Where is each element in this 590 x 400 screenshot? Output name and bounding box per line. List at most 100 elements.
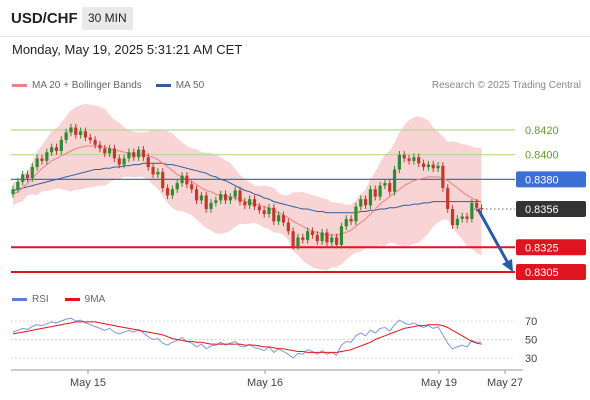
rsi-line (12, 317, 482, 359)
candle-body (103, 148, 107, 154)
candle-body (45, 152, 49, 161)
candle-body (262, 210, 266, 214)
legend-item-9ma[interactable]: 9MA (64, 294, 105, 305)
candle-body (88, 137, 92, 140)
source-credit: Research © 2025 Trading Central (431, 80, 581, 91)
x-tick-label: May 19 (421, 377, 457, 389)
candle-body (21, 174, 25, 182)
candle-body (54, 147, 59, 151)
candle-body (296, 237, 300, 247)
projection-arrow-shaft (476, 208, 511, 266)
candle-body (301, 237, 305, 240)
ma20-line (12, 145, 482, 236)
candle-body (136, 149, 141, 158)
divider (0, 36, 590, 37)
candle-body (233, 190, 237, 197)
level-label-0.8305: 0.8305 (525, 267, 559, 279)
candle-body (194, 189, 199, 201)
candle-body (170, 189, 174, 196)
level-label-0.8380: 0.8380 (525, 174, 559, 186)
x-tick-label: May 15 (70, 377, 106, 389)
legend-label-ma50: MA 50 (175, 80, 205, 91)
candle-body (407, 158, 411, 161)
candle-body (238, 190, 242, 202)
candle-body (310, 231, 315, 235)
candle-body (315, 234, 319, 242)
candles (11, 123, 484, 250)
symbol-title: USD/CHF (11, 10, 78, 27)
candle-body (127, 152, 131, 159)
candle-body (108, 148, 112, 154)
level-label-0.8356: 0.8356 (525, 204, 559, 216)
candle-body (204, 195, 208, 210)
rsi-9ma-line (12, 321, 482, 353)
candle-body (397, 154, 401, 170)
candle-body (272, 207, 276, 222)
candle-body (388, 183, 392, 192)
legend-swatch-rsi (12, 298, 27, 301)
candle-body (190, 184, 194, 190)
candle-body (132, 152, 136, 158)
candle-body (291, 231, 295, 247)
candle-body (69, 127, 73, 133)
candle-body (286, 222, 290, 232)
candle-body (141, 149, 146, 158)
candle-body (64, 132, 68, 140)
candle-body (383, 183, 387, 186)
candle-body (354, 206, 358, 222)
candle-body (209, 202, 213, 210)
level-tag-0.8305 (516, 264, 586, 280)
candle-body (373, 189, 377, 197)
candle-body (156, 171, 160, 175)
candle-body (59, 139, 63, 151)
candle-body (11, 189, 15, 195)
legend-swatch-ma50 (155, 84, 171, 87)
projection-arrow-head (502, 259, 513, 272)
candle-body (93, 139, 97, 145)
candle-body (223, 194, 228, 201)
legend-item-ma20[interactable]: MA 20 + Bollinger Bands (12, 80, 142, 91)
rsi-tick-70: 70 (525, 316, 537, 328)
candle-body (252, 199, 257, 207)
candle-body (349, 218, 353, 222)
candle-body (243, 201, 247, 206)
candle-body (330, 237, 334, 243)
candle-body (392, 169, 397, 192)
rsi-legend: RSI 9MA (12, 294, 121, 305)
candle-body (363, 199, 368, 206)
candle-body (219, 194, 223, 201)
candle-body (412, 157, 416, 161)
legend-label-ma20: MA 20 + Bollinger Bands (32, 80, 142, 91)
level-tag-0.8356 (516, 201, 586, 218)
candle-body (180, 175, 184, 184)
ma50-line (12, 162, 482, 214)
candle-body (16, 181, 20, 190)
candle-body (436, 165, 440, 169)
candle-body (98, 144, 102, 149)
datetime-label: Monday, May 19, 2025 5:31:21 AM CET (12, 42, 243, 57)
candle-body (117, 158, 121, 165)
candle-body (175, 183, 179, 190)
timeframe-button[interactable]: 30 MIN (82, 7, 133, 30)
candle-body (228, 196, 232, 201)
chart-legend: MA 20 + Bollinger Bands MA 50 (12, 80, 218, 91)
candle-body (325, 232, 329, 243)
candle-body (281, 215, 286, 223)
candle-body (74, 127, 78, 135)
candle-body (446, 188, 450, 210)
legend-swatch-9ma (64, 298, 80, 301)
x-tick-label: May 16 (247, 377, 283, 389)
candle-body (79, 131, 83, 135)
candle-body (122, 158, 126, 165)
candle-body (40, 158, 44, 161)
candle-body (214, 200, 218, 203)
candle-body (25, 174, 30, 179)
legend-item-rsi[interactable]: RSI (12, 294, 49, 305)
legend-item-ma50[interactable]: MA 50 (155, 80, 205, 91)
candle-body (470, 202, 474, 219)
candle-body (248, 199, 252, 206)
level-label-0.8325: 0.8325 (525, 242, 559, 254)
candle-body (146, 157, 150, 168)
x-tick-label: May 27 (487, 377, 523, 389)
